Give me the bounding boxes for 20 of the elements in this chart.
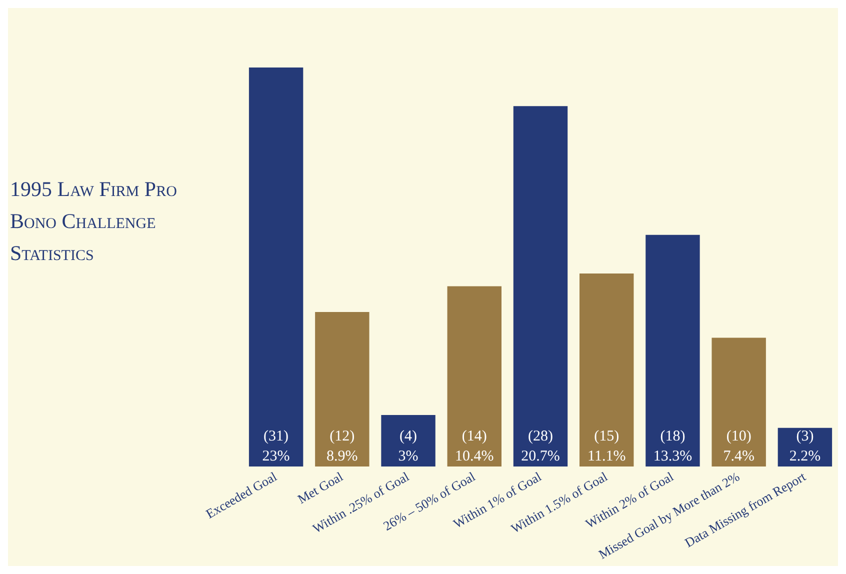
- bar: [580, 273, 634, 467]
- text: 1995 Law Firm Pro Bono Challenge Statistics: [10, 176, 178, 267]
- data-label: (15) 11.1%: [588, 428, 626, 465]
- data-label: (14) 10.4%: [455, 428, 494, 465]
- bar: [712, 338, 766, 467]
- bar: [315, 312, 370, 467]
- data-label: (4) 3%: [398, 428, 418, 465]
- bar: [778, 428, 832, 467]
- bar: [447, 286, 502, 467]
- bar: [513, 106, 568, 467]
- data-label: (28) 20.7%: [521, 428, 560, 465]
- bar: [646, 234, 700, 467]
- bar: [381, 415, 436, 467]
- data-label: (31) 23%: [262, 428, 290, 465]
- data-label: (18) 13.3%: [653, 428, 692, 465]
- data-label: (10) 7.4%: [723, 428, 754, 465]
- bar: [248, 67, 304, 467]
- data-label: (12) 8.9%: [326, 428, 358, 465]
- x-tick-label: Met Goal: [295, 468, 346, 507]
- data-label: (3) 2.2%: [789, 428, 821, 465]
